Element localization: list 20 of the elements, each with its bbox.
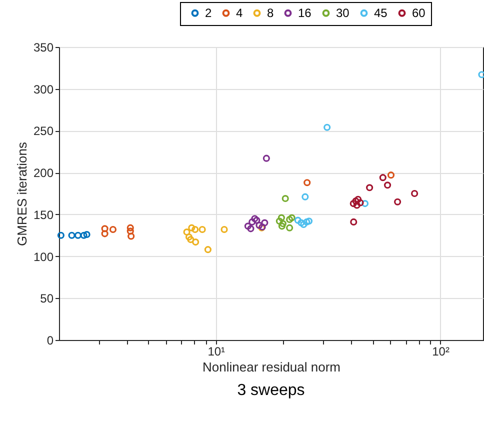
legend-label: 45 — [374, 6, 388, 20]
y-tick-label: 200 — [33, 166, 54, 180]
legend-label: 8 — [267, 6, 274, 20]
x-tick-label: 10² — [432, 344, 450, 358]
y-tick-label: 100 — [33, 250, 54, 264]
x-tick-label: 10¹ — [208, 344, 226, 358]
y-axis-title: GMRES iterations — [14, 141, 30, 246]
y-tick-label: 50 — [40, 292, 54, 306]
x-axis-title: Nonlinear residual norm — [202, 360, 341, 374]
y-tick-label: 0 — [46, 334, 54, 348]
legend-label: 60 — [412, 6, 426, 20]
legend-label: 30 — [336, 6, 350, 20]
y-tick-label: 350 — [33, 40, 54, 54]
legend-label: 16 — [298, 6, 312, 20]
legend-label: 2 — [205, 6, 212, 20]
y-tick-label: 300 — [33, 82, 54, 96]
legend-label: 4 — [236, 6, 243, 20]
y-tick-label: 150 — [33, 208, 54, 222]
text: 3 sweeps — [237, 382, 305, 399]
y-tick-label: 250 — [33, 124, 54, 138]
